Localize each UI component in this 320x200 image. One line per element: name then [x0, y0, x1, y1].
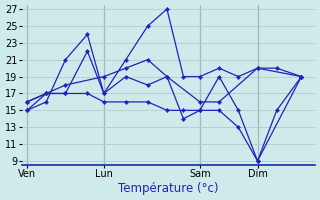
X-axis label: Température (°c): Température (°c)	[118, 182, 219, 195]
